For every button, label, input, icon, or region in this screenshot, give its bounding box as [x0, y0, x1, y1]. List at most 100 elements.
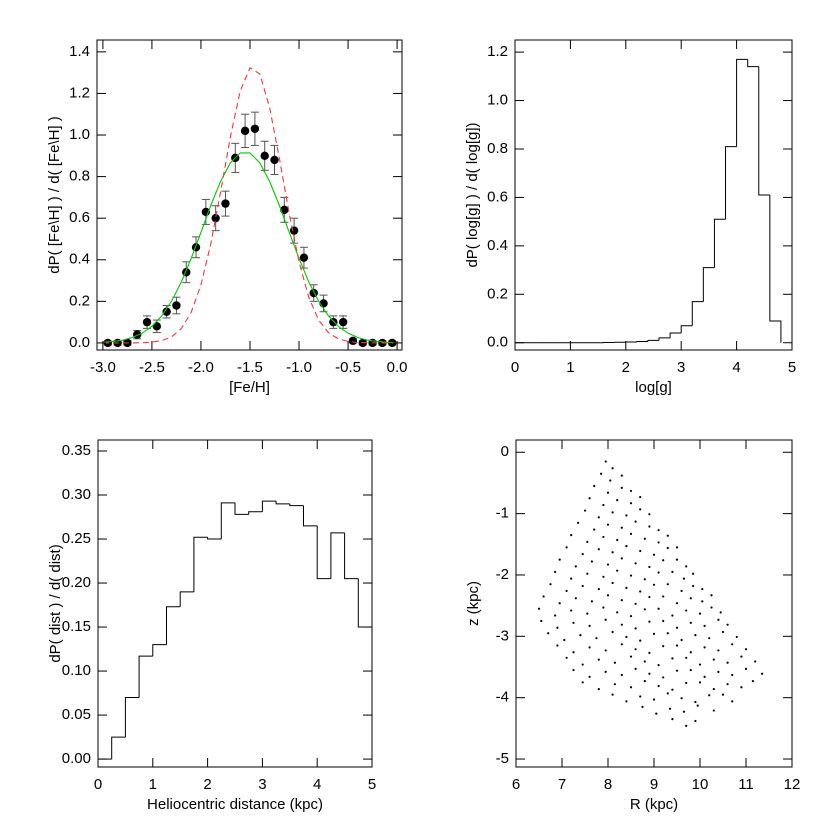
x-axis-title: Heliocentric distance (kpc) [147, 796, 323, 813]
scatter-point [652, 632, 656, 635]
axes-frame [514, 39, 793, 351]
scatter-point [694, 633, 697, 637]
panel: 6 7 8 9 10 11 12 -5 -4 -3 -2 -1 0 R (kpc) z (kpc) [465, 439, 801, 813]
data-point [162, 307, 171, 316]
y-tick-label: 0.8 [487, 140, 508, 157]
scatter-point [671, 688, 674, 691]
scatter-point [588, 675, 591, 678]
scatter-point [708, 637, 711, 640]
scatter-point [657, 571, 660, 574]
scatter-point [600, 472, 603, 475]
scatter-point [696, 704, 699, 707]
scatter-point [703, 624, 706, 627]
x-tick-label: 1 [566, 359, 574, 376]
scatter-point [717, 618, 720, 621]
scatter-point [731, 700, 734, 703]
scatter-point [675, 644, 679, 647]
scatter-point [556, 644, 559, 647]
scatter-point [554, 614, 557, 617]
x-tick-label: 5 [788, 359, 796, 376]
x-tick-label: 4 [732, 359, 740, 376]
scatter-point [689, 668, 692, 672]
scatter-point [652, 698, 656, 701]
scatter-point [712, 658, 715, 661]
scatter-point [588, 497, 591, 500]
scatter-point [606, 523, 610, 526]
scatter-point [639, 549, 642, 553]
scatter-point [577, 521, 580, 524]
x-tick-label: -3.0 [90, 359, 116, 376]
histogram-bin [166, 606, 181, 645]
histogram-bin [691, 301, 704, 326]
scatter-point [685, 724, 688, 727]
scatter-point [558, 558, 561, 561]
scatter-point [754, 660, 757, 663]
scatter-point [671, 718, 674, 721]
scatter-point [662, 645, 665, 648]
y-tick-label: 0.35 [62, 442, 91, 459]
histogram-bin [220, 502, 235, 540]
scatter-point [657, 664, 660, 667]
x-tick-label: 0.0 [387, 359, 408, 376]
x-tick-label: -0.5 [335, 359, 361, 376]
scatter-point [685, 609, 688, 612]
scatter-point [703, 675, 706, 678]
y-tick-label: 1.0 [69, 126, 90, 143]
histogram-bin [261, 500, 277, 512]
data-point [309, 288, 318, 298]
scatter-point [634, 520, 637, 523]
scatter-point [565, 656, 568, 659]
histogram-bin [289, 503, 304, 507]
scatter-point [666, 583, 669, 586]
curve [102, 152, 398, 344]
scatter-point [625, 545, 628, 548]
x-tick-label: 9 [650, 776, 658, 793]
y-tick-label: 0.6 [69, 209, 90, 226]
scatter-point [655, 712, 658, 715]
scatter-point [616, 569, 619, 572]
y-tick-label: 0.25 [62, 530, 91, 547]
scatter-point [629, 574, 633, 577]
scatter-point [629, 655, 633, 658]
scatter-point [613, 661, 617, 664]
scatter-point [698, 663, 702, 666]
histogram-bin [736, 58, 748, 147]
histogram-bin [702, 267, 715, 302]
data-point [221, 199, 230, 208]
scatter-point [597, 587, 600, 591]
y-tick-label: 0.0 [487, 334, 508, 351]
panel: -3.0 -2.5 -2.0 -1.5 -1.0 -0.5 0.0 0.0 0.2 0.4 0.6 0… [46, 39, 408, 396]
x-tick-label: 12 [784, 776, 801, 793]
scatter-point [629, 686, 633, 689]
scatter-point [694, 719, 697, 723]
scatter-point [689, 621, 692, 624]
scatter-point [625, 635, 628, 639]
scatter-point [597, 687, 600, 691]
data-point [348, 336, 358, 346]
scatter-point [701, 600, 704, 603]
scatter-point [648, 513, 651, 516]
scatter-point [666, 632, 669, 635]
y-tick-label: 0.10 [62, 662, 91, 679]
scatter-point [597, 516, 600, 519]
y-tick-label: 0.4 [69, 251, 90, 268]
plot-area [515, 58, 782, 344]
scatter-point [662, 676, 665, 679]
data-point [270, 155, 279, 165]
scatter-point [581, 663, 584, 666]
data-point [191, 243, 201, 252]
scatter-point [680, 638, 683, 642]
scatter-point [602, 503, 605, 507]
histogram-bin [769, 195, 782, 343]
scatter-point [604, 670, 607, 674]
scatter-point [620, 474, 623, 477]
histogram-bin [111, 736, 126, 760]
y-tick-label: 0.30 [62, 486, 91, 503]
x-tick-label: 6 [512, 776, 520, 793]
y-tick-label: 0.00 [62, 750, 91, 767]
y-tick-label: 0.0 [69, 334, 90, 351]
curve [102, 67, 398, 344]
scatter-point [680, 697, 683, 700]
scatter-point [662, 595, 665, 598]
scatter-point [590, 560, 594, 563]
